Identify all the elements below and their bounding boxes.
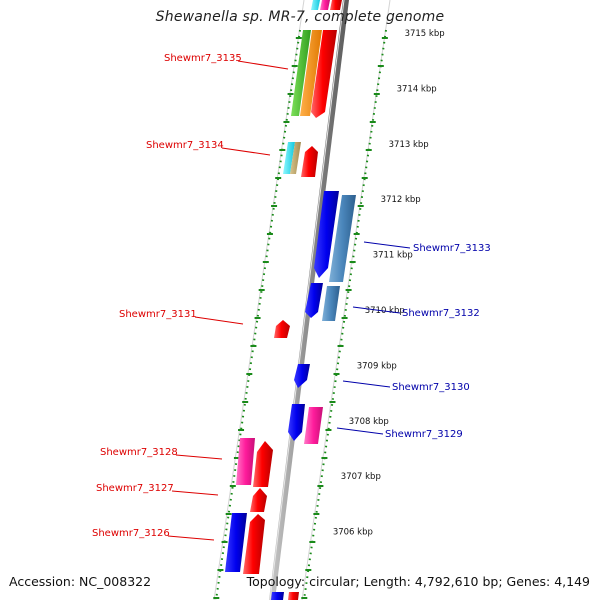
- scale-label: 3713 kbp: [389, 140, 429, 150]
- map-band-left-edge: [213, 0, 305, 601]
- scale-label: 3715 kbp: [405, 29, 445, 39]
- gene-shewmr7-3134-red[interactable]: [301, 146, 318, 177]
- map-title: Shewanella sp. MR-7, complete genome: [155, 9, 445, 25]
- accession-text: Accession: NC_008322: [9, 574, 152, 589]
- gene-shewmr7-3126-red[interactable]: [243, 514, 265, 574]
- map-band-right-edge: [301, 0, 391, 601]
- callout-line: [194, 316, 244, 325]
- scale-label: 3711 kbp: [373, 251, 413, 261]
- callout-line: [342, 380, 391, 388]
- gene-shewmr7-3126-blue[interactable]: [225, 513, 247, 572]
- scale-labels: 3715 kbp 3714 kbp 3713 kbp 3712 kbp 3711 kbp…: [333, 29, 445, 538]
- gene-partial-bottom[interactable]: [271, 592, 299, 600]
- gene-partial-top[interactable]: [311, 0, 342, 10]
- gene-shewmr7-3133-steel[interactable]: [329, 195, 356, 282]
- gene-label-text[interactable]: Shewmr7_3130: [392, 382, 470, 393]
- gene-shewmr7-3135-group[interactable]: [291, 30, 337, 118]
- gene-shewmr7-3128-group[interactable]: [236, 438, 273, 487]
- gene-label-shewmr7-3132[interactable]: Shewmr7_3132: [352, 306, 480, 319]
- gene-shewmr7-3134-tan[interactable]: [290, 142, 301, 174]
- callout-line: [167, 535, 215, 541]
- genome-summary-text: Topology: circular; Length: 4,792,610 bp…: [246, 574, 590, 589]
- scale-label: 3706 kbp: [333, 528, 373, 538]
- gene-shewmr7-3126-group[interactable]: [225, 513, 265, 574]
- gene-label-text[interactable]: Shewmr7_3126: [92, 528, 170, 539]
- gene-label-shewmr7-3128[interactable]: Shewmr7_3128: [100, 447, 223, 460]
- scale-ring-left: [215, 29, 301, 601]
- gene-label-shewmr7-3133[interactable]: Shewmr7_3133: [363, 241, 491, 254]
- gene-shewmr7-3135-green[interactable]: [291, 30, 311, 116]
- gene-callouts: Shewmr7_3135 Shewmr7_3134 Shewmr7_3133 Shew…: [92, 53, 491, 541]
- gene-label-text[interactable]: Shewmr7_3129: [385, 429, 463, 440]
- gene-shewmr7-3134-cyan[interactable]: [283, 142, 295, 174]
- gene-label-text[interactable]: Shewmr7_3135: [164, 53, 242, 64]
- scale-label: 3709 kbp: [357, 361, 397, 371]
- gene-shewmr7-3130[interactable]: [294, 364, 310, 388]
- gene-shewmr7-3127[interactable]: [250, 488, 267, 512]
- gene-label-shewmr7-3135[interactable]: Shewmr7_3135: [164, 53, 289, 70]
- scale-label: 3707 kbp: [341, 472, 381, 482]
- gene-label-text[interactable]: Shewmr7_3133: [413, 243, 491, 254]
- gene-shewmr7-3129-blue[interactable]: [288, 404, 305, 441]
- gene-shewmr7-3128-red[interactable]: [253, 441, 273, 487]
- gene-shewmr7-3132-group[interactable]: [305, 283, 340, 321]
- gene-shewmr7-3132-steel[interactable]: [322, 286, 340, 321]
- gene-shewmr7-3129-group[interactable]: [288, 404, 323, 444]
- gene-shewmr7-3133-group[interactable]: [314, 191, 356, 282]
- scale-label: 3714 kbp: [397, 84, 437, 94]
- scale-ticks-right: [301, 37, 388, 599]
- callout-line: [237, 60, 289, 70]
- gene-label-shewmr7-3134[interactable]: Shewmr7_3134: [146, 140, 271, 156]
- gene-label-shewmr7-3130[interactable]: Shewmr7_3130: [342, 380, 470, 393]
- scale-label: 3708 kbp: [349, 417, 389, 427]
- gene-shewmr7-3132-blue[interactable]: [305, 283, 323, 318]
- scale-label: 3712 kbp: [381, 195, 421, 205]
- gene-label-shewmr7-3131[interactable]: Shewmr7_3131: [119, 309, 244, 325]
- gene-shewmr7-3135-orange[interactable]: [300, 30, 322, 116]
- gene-shewmr7-3128-pink[interactable]: [236, 438, 255, 485]
- gene-label-text[interactable]: Shewmr7_3132: [402, 308, 480, 319]
- gene-label-shewmr7-3126[interactable]: Shewmr7_3126: [92, 528, 215, 541]
- callout-line: [175, 454, 223, 460]
- callout-line: [171, 490, 219, 496]
- callout-line: [363, 241, 411, 249]
- scale-ticks-left: [213, 37, 302, 599]
- genome-backbone-highlight: [269, 0, 345, 601]
- gene-shewmr7-3129-pink[interactable]: [304, 407, 323, 444]
- gene-label-shewmr7-3129[interactable]: Shewmr7_3129: [336, 427, 463, 440]
- gene-shewmr7-3131[interactable]: [274, 320, 290, 338]
- gene-shewmr7-3134-group[interactable]: [283, 142, 318, 177]
- gene-label-text[interactable]: Shewmr7_3134: [146, 140, 224, 151]
- gene-label-text[interactable]: Shewmr7_3128: [100, 447, 178, 458]
- callout-line: [221, 147, 271, 156]
- gene-shewmr7-3133-blue[interactable]: [314, 191, 339, 278]
- gene-label-shewmr7-3127[interactable]: Shewmr7_3127: [96, 483, 219, 496]
- gene-label-text[interactable]: Shewmr7_3131: [119, 309, 197, 320]
- callout-line: [336, 427, 384, 435]
- gene-shewmr7-3135-red[interactable]: [311, 30, 337, 118]
- callout-line: [352, 306, 401, 314]
- gene-label-text[interactable]: Shewmr7_3127: [96, 483, 174, 494]
